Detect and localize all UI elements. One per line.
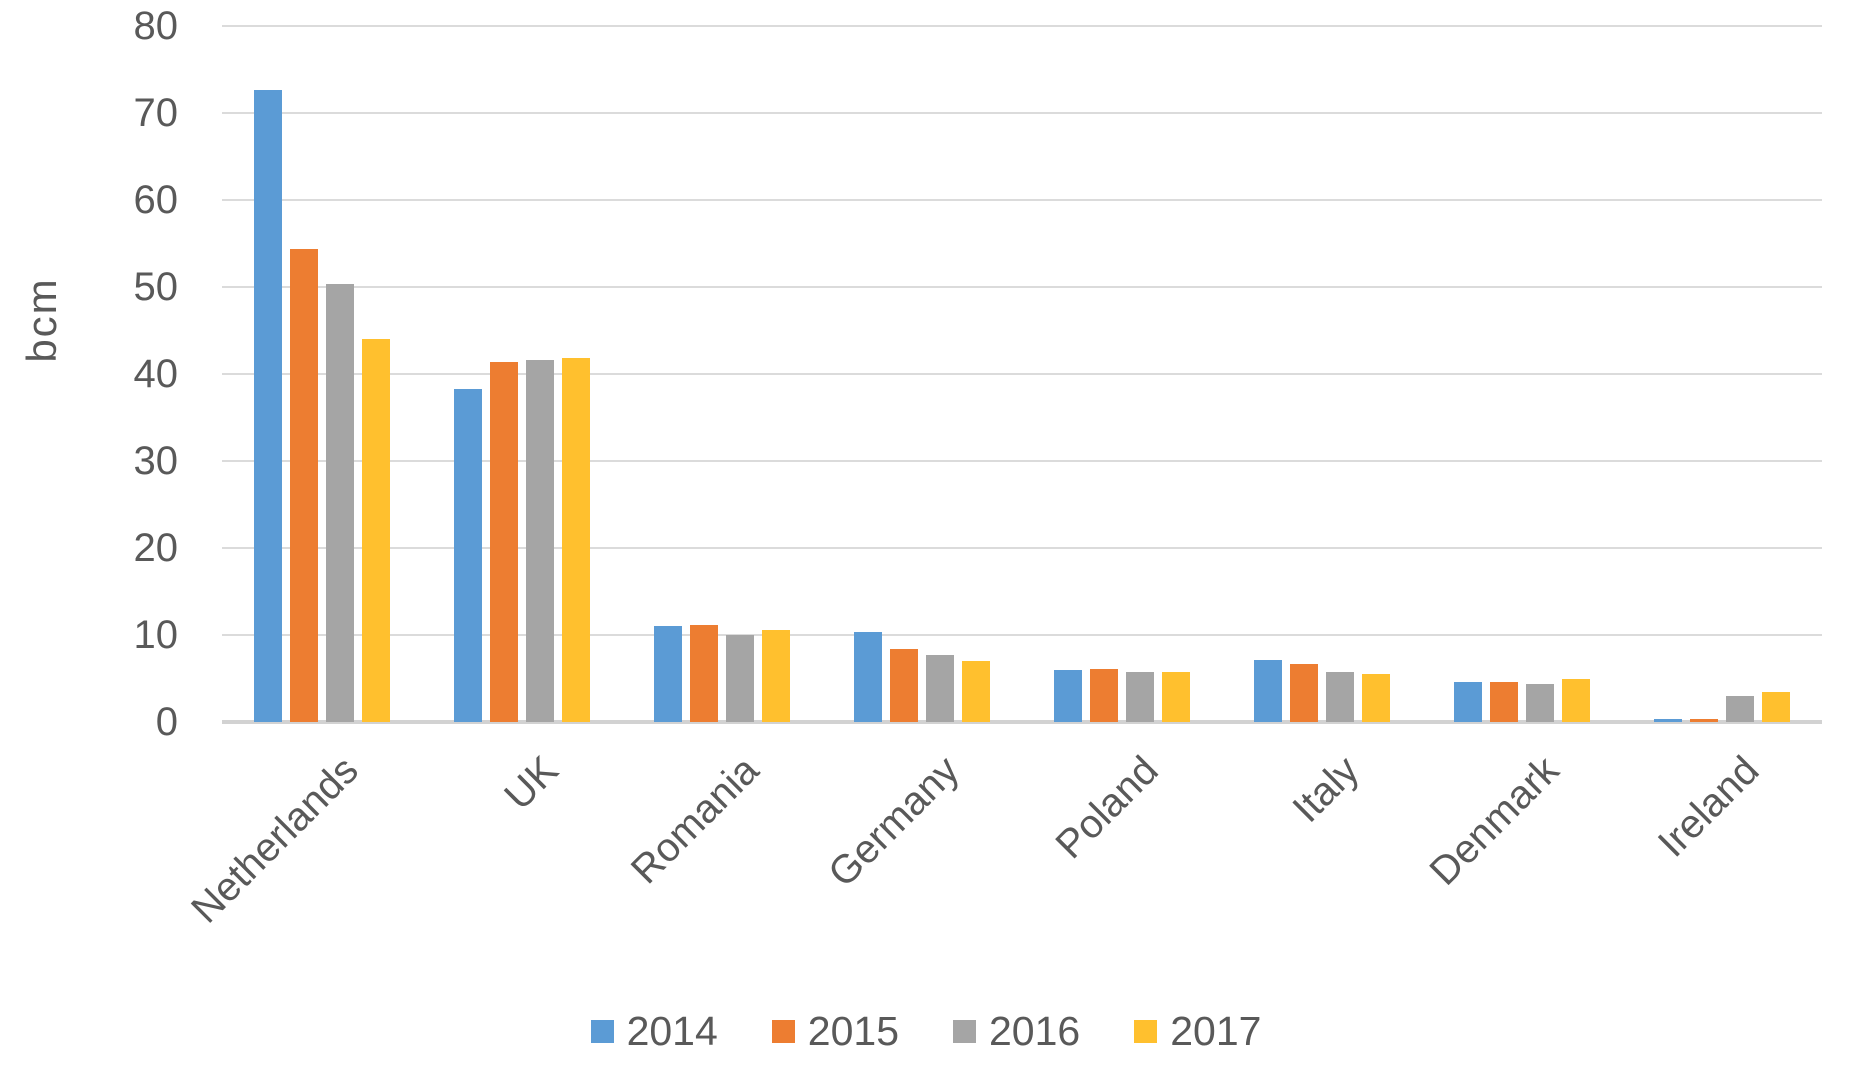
gridline [222, 25, 1822, 27]
legend-swatch-2014 [590, 1020, 614, 1043]
bar-2016 [1726, 695, 1754, 722]
bar-2016 [326, 283, 354, 722]
x-axis-label-ireland: Ireland [1649, 748, 1768, 866]
bar-group-germany [822, 26, 1022, 722]
bar-2015 [1290, 663, 1318, 722]
plot-area [222, 25, 1822, 724]
bar-2014 [1454, 681, 1482, 722]
bar-2017 [362, 339, 390, 722]
bar-group-poland [1022, 26, 1222, 722]
y-tick-label: 30 [133, 439, 179, 483]
bar-2015 [1090, 668, 1118, 722]
legend-item-2016: 2016 [953, 1008, 1080, 1055]
legend-item-2014: 2014 [590, 1008, 718, 1055]
bar-2017 [1762, 692, 1790, 722]
gridline [222, 547, 1822, 549]
bar-2016 [1126, 671, 1154, 722]
bar-group-netherlands [222, 26, 422, 722]
bar-group-italy [1222, 26, 1422, 722]
x-axis-label-italy: Italy [1284, 748, 1368, 831]
bar-2016 [526, 360, 554, 722]
legend-label: 2017 [1170, 1008, 1262, 1054]
gridline [222, 286, 1822, 288]
x-axis-line [222, 720, 1822, 724]
x-axis-label-romania: Romania [622, 748, 768, 893]
x-axis-category-labels: Netherlands UK Romania Germany Poland Italy De… [183, 748, 1822, 1008]
y-tick-label: 20 [133, 526, 179, 570]
x-axis-label-netherlands: Netherlands [183, 748, 368, 932]
legend-label: 2015 [807, 1008, 899, 1054]
legend-label: 2014 [626, 1008, 718, 1054]
gridline [222, 199, 1822, 201]
bar-2016 [726, 635, 754, 722]
bar-2014 [254, 89, 282, 722]
bar-2014 [1254, 660, 1282, 722]
bar-2016 [1326, 671, 1354, 722]
y-tick-label: 70 [133, 91, 179, 135]
bar-2017 [1162, 671, 1190, 722]
bar-2017 [562, 358, 590, 722]
bar-2015 [690, 625, 718, 722]
bar-2015 [290, 248, 318, 722]
bar-2014 [854, 632, 882, 722]
x-axis-label-denmark: Denmark [1421, 748, 1568, 894]
bar-group-uk [422, 26, 622, 722]
legend-swatch-2016 [953, 1020, 976, 1043]
y-tick-label: 60 [133, 178, 179, 222]
bar-2015 [890, 648, 918, 722]
bar-2015 [490, 361, 518, 722]
y-tick-label: 0 [155, 700, 178, 744]
x-axis-label-germany: Germany [819, 748, 968, 896]
bar-2014 [1054, 669, 1082, 722]
bar-2016 [1526, 683, 1554, 722]
legend-label: 2016 [989, 1008, 1081, 1054]
gridline [222, 634, 1822, 636]
y-tick-label: 50 [133, 265, 179, 309]
y-tick-label: 40 [133, 352, 179, 396]
bar-2016 [926, 655, 954, 722]
bar-2017 [962, 661, 990, 722]
bar-2017 [762, 629, 790, 722]
bar-group-denmark [1422, 26, 1622, 722]
x-axis-label-poland: Poland [1047, 748, 1168, 868]
bar-2014 [1654, 718, 1682, 722]
bar-2017 [1362, 674, 1390, 722]
gridline [222, 373, 1822, 375]
legend-swatch-2015 [771, 1020, 795, 1043]
gridline [222, 460, 1822, 462]
legend-swatch-2017 [1134, 1020, 1158, 1043]
legend: 2014 2015 2016 2017 [0, 1008, 1852, 1055]
bar-2014 [454, 388, 482, 722]
bar-2015 [1690, 718, 1718, 722]
x-axis-label-uk: UK [496, 748, 568, 819]
legend-item-2015: 2015 [771, 1008, 899, 1055]
bar-2017 [1562, 679, 1590, 722]
bar-group-ireland [1622, 26, 1822, 722]
gridline [222, 112, 1822, 114]
y-tick-label: 10 [133, 613, 179, 657]
bar-2015 [1490, 681, 1518, 722]
bar-2014 [654, 626, 682, 722]
y-tick-label: 80 [133, 4, 179, 48]
bar-group-romania [622, 26, 822, 722]
legend-item-2017: 2017 [1134, 1008, 1261, 1055]
